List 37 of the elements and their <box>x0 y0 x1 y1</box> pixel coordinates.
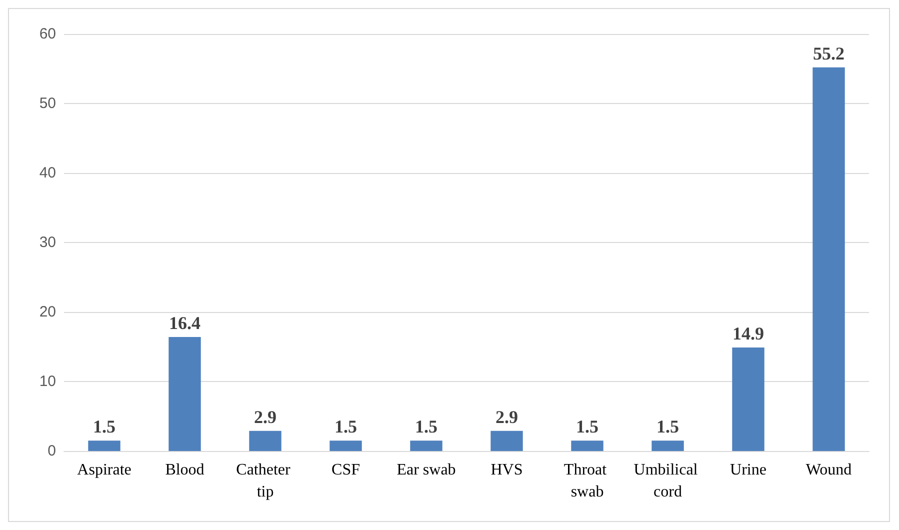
bar <box>88 440 120 451</box>
data-label: 1.5 <box>576 416 598 437</box>
bar <box>812 67 845 451</box>
x-tick-label: HVS <box>490 462 523 478</box>
data-label: 55.2 <box>813 43 844 64</box>
x-tick-label: CSF <box>332 462 360 478</box>
data-label: 1.5 <box>415 416 438 437</box>
x-tick-label: Aspirate <box>77 462 132 478</box>
x-tick-label: Throat swab <box>564 462 611 500</box>
bar <box>410 440 442 451</box>
bar <box>732 347 764 451</box>
x-tick-label: Urine <box>730 462 766 478</box>
bar <box>168 337 201 451</box>
y-tick-label: 50 <box>39 95 56 112</box>
y-tick-label: 0 <box>48 442 56 460</box>
data-label: 1.5 <box>656 416 679 437</box>
data-label: 2.9 <box>496 406 518 427</box>
y-tick-label: 40 <box>39 164 56 182</box>
x-tick-label: Blood <box>165 462 204 478</box>
bar <box>652 440 684 451</box>
bar <box>490 430 523 451</box>
data-label: 16.4 <box>169 313 200 334</box>
x-tick-label: Wound <box>806 462 852 478</box>
data-label: 1.5 <box>334 416 357 437</box>
bar <box>249 430 282 451</box>
bar <box>571 440 604 451</box>
data-label: 2.9 <box>254 406 276 427</box>
x-tick-label: Umbilical cord <box>634 462 702 500</box>
data-label: 1.5 <box>93 416 116 437</box>
x-tick-label: Catheter tip <box>236 462 294 500</box>
y-tick-label: 30 <box>39 234 56 251</box>
data-label: 14.9 <box>732 323 764 344</box>
y-tick-label: 60 <box>39 26 56 42</box>
y-tick-label: 10 <box>39 373 56 390</box>
bar <box>330 440 362 451</box>
y-tick-label: 20 <box>39 304 56 320</box>
x-tick-label: Ear swab <box>396 462 456 478</box>
